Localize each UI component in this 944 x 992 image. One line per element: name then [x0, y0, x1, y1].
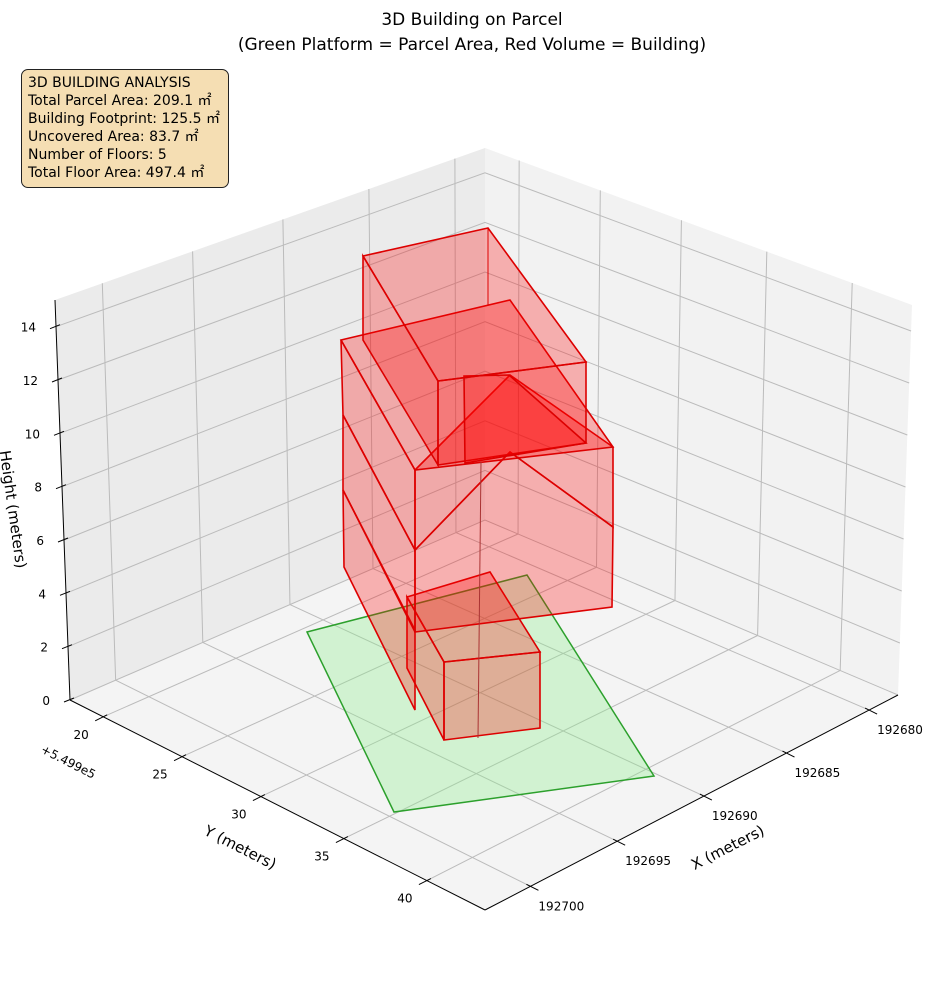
x-gridline: [101, 283, 531, 887]
building-face: [361, 227, 588, 382]
z-tick: [51, 377, 63, 383]
y-offset-label: +5.499e5: [39, 742, 98, 781]
annotation-line: 3D BUILDING ANALYSIS: [28, 75, 191, 91]
y-gridline: [343, 251, 768, 840]
y-gridline: [260, 220, 682, 798]
y-axis-line: [69, 699, 486, 911]
z-tick-label: 12: [23, 374, 38, 388]
y-gridline: [181, 190, 601, 758]
x-gridline: [282, 219, 705, 797]
z-tick: [57, 537, 69, 543]
y-tick: [335, 836, 349, 844]
chart-subtitle: (Green Platform = Parcel Area, Red Volum…: [238, 35, 706, 55]
y-tick-label: 40: [397, 892, 412, 906]
x-tick: [612, 838, 626, 846]
z-tick: [53, 430, 65, 436]
x-tick: [526, 883, 539, 891]
x-axis-label: X (meters): [688, 821, 767, 873]
building-face: [443, 651, 541, 741]
x-tick-label: 192700: [538, 899, 584, 913]
z-tick-label: 4: [38, 587, 46, 601]
annotation-line: Building Footprint: 125.5 ㎡: [28, 111, 221, 127]
z-tick-label: 10: [25, 427, 40, 441]
building-face: [339, 299, 615, 471]
z-gridline: [69, 519, 899, 701]
x-tick: [699, 793, 713, 801]
z-tick: [59, 590, 71, 596]
z-gridline: [55, 172, 912, 332]
y-tick-label: 20: [74, 728, 89, 742]
z-tick-label: 6: [36, 534, 44, 548]
x-gridline: [454, 158, 870, 711]
y-tick: [94, 714, 108, 722]
x-gridline: [368, 189, 787, 754]
parcel-platform: [305, 574, 656, 813]
z-axis-line: [54, 299, 71, 701]
z-tick: [55, 484, 67, 490]
z-gridline: [57, 221, 910, 384]
y-tick-label: 25: [152, 768, 167, 782]
z-tick: [63, 697, 75, 703]
right-pane: [485, 148, 912, 695]
x-gridline: [192, 251, 618, 842]
y-tick-label: 30: [231, 808, 246, 822]
z-gridline: [65, 420, 902, 594]
z-tick: [61, 644, 73, 650]
z-gridline: [61, 321, 906, 488]
x-tick: [782, 750, 795, 758]
z-tick-label: 0: [42, 694, 50, 708]
z-gridline: [63, 370, 904, 541]
y-tick: [173, 754, 187, 762]
analysis-annotation-box: 3D BUILDING ANALYSIS Total Parcel Area: …: [21, 69, 230, 188]
z-axis-label: Height (meters): [0, 449, 30, 569]
floor-pane: [70, 520, 898, 910]
x-tick-label: 192685: [794, 766, 840, 780]
y-tick-label: 35: [314, 850, 329, 864]
annotation-line: Uncovered Area: 83.7 ㎡: [28, 129, 199, 145]
x-axis-line: [484, 694, 899, 911]
y-gridline: [426, 283, 853, 882]
annotation-line: Total Floor Area: 497.4 ㎡: [28, 165, 205, 181]
annotation-line: Total Parcel Area: 209.1 ㎡: [28, 93, 212, 109]
building-face: [463, 374, 588, 464]
x-tick-label: 192680: [877, 723, 923, 737]
chart-title: 3D Building on Parcel: [381, 10, 562, 30]
z-tick-label: 8: [34, 481, 42, 495]
z-tick-label: 14: [21, 321, 36, 335]
x-tick-label: 192695: [625, 854, 671, 868]
x-tick-label: 192690: [712, 809, 758, 823]
z-tick: [49, 324, 61, 330]
y-tick: [418, 878, 432, 886]
z-gridline: [59, 271, 908, 436]
left-pane: [55, 148, 485, 700]
y-tick: [252, 794, 266, 802]
annotation-line: Number of Floors: 5: [28, 147, 167, 163]
y-axis-label: Y (meters): [200, 821, 279, 873]
z-gridline: [67, 469, 901, 648]
y-gridline: [102, 160, 520, 718]
x-tick: [864, 707, 878, 715]
z-tick-label: 2: [40, 641, 48, 655]
building-edge: [477, 461, 482, 739]
